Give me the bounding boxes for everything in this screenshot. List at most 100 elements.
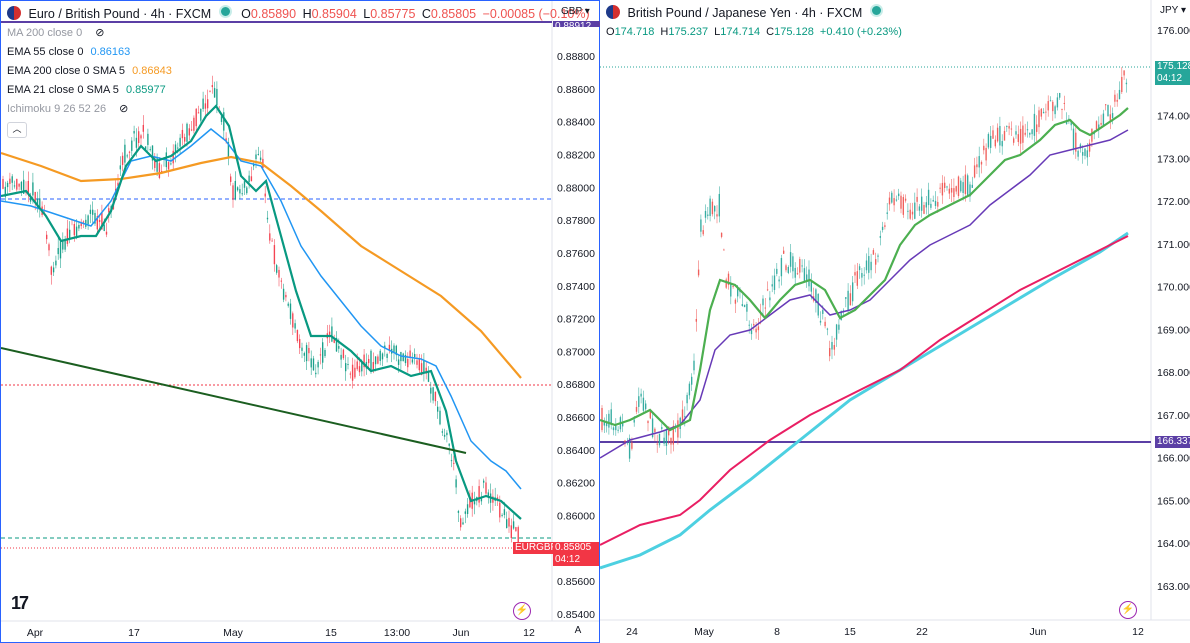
high-value: 0.85904 (311, 7, 357, 21)
price-tick-label: 172.000 (1157, 196, 1190, 208)
auto-scale-button[interactable]: A (574, 625, 582, 636)
candle-body (264, 193, 266, 197)
candle-body (985, 147, 987, 161)
candle-body (278, 269, 280, 278)
candle-body (686, 394, 688, 404)
candle-body (1022, 125, 1024, 143)
candle-body (207, 99, 209, 109)
candle-body (409, 350, 411, 358)
candle-body (893, 198, 895, 206)
lightning-icon[interactable]: ⚡ (513, 602, 531, 620)
price-tick-label: 0.86000 (557, 511, 595, 523)
candle-body (126, 155, 128, 157)
currency-selector[interactable]: GBP ▾ (561, 6, 590, 17)
open-value: 174.718 (614, 26, 655, 38)
candle-body (944, 182, 946, 188)
candle-body (62, 240, 64, 250)
candle-body (764, 307, 766, 309)
indicator-ema55[interactable]: EMA 55 close 0 0.86163 (7, 43, 593, 62)
candle-body (992, 130, 994, 139)
candle-body (94, 212, 96, 224)
candle-body (638, 396, 640, 407)
indicator-ema21[interactable]: EMA 21 close 0 SMA 5 0.85977 (7, 81, 593, 100)
right-chart-canvas[interactable]: 176.000175.000174.000173.000172.000171.0… (600, 0, 1190, 643)
left-chart-pane[interactable]: 0.88800 0.88600 0.88400 0.88200 0.88000 0.878… (0, 0, 601, 643)
high-value: 175.237 (668, 26, 709, 38)
right-chart-pane[interactable]: 176.000175.000174.000173.000172.000171.0… (600, 0, 1190, 643)
candle-body (46, 234, 48, 240)
candle-body (870, 261, 872, 271)
indicator-name: EMA 55 close 0 (7, 46, 84, 58)
candle-body (66, 228, 69, 244)
candle-body (404, 354, 407, 364)
candle-body (340, 354, 342, 360)
candle-body (702, 230, 704, 235)
candle-body (276, 265, 278, 273)
candle-body (753, 323, 755, 326)
price-tick-label: 167.000 (1157, 410, 1190, 422)
candle-body (253, 164, 255, 167)
candle-body (402, 353, 404, 362)
candle-body (80, 223, 82, 227)
candle-body (1114, 94, 1116, 102)
chevron-up-icon[interactable]: ︿ (7, 122, 27, 138)
candle-body (1100, 122, 1102, 125)
candle-body (1056, 97, 1059, 108)
candle-body (743, 304, 746, 308)
candle-body (4, 186, 6, 197)
candle-body (354, 367, 356, 378)
candle-body (661, 427, 663, 429)
price-tick-label: 0.87000 (557, 346, 595, 358)
indicator-ma200[interactable]: MA 200 close 0 ⊘ (7, 24, 593, 43)
time-tick-label: 13:00 (384, 627, 410, 639)
candle-body (200, 108, 202, 121)
candle-body (725, 279, 727, 288)
candle-body (432, 387, 434, 401)
currency-selector[interactable]: JPY ▾ (1160, 5, 1186, 16)
candle-body (718, 193, 720, 217)
indicator-ema200[interactable]: EMA 200 close 0 SMA 5 0.86843 (7, 62, 593, 81)
candle-body (1091, 128, 1093, 142)
candle-body (672, 425, 674, 445)
indicator-ichimoku[interactable]: Ichimoku 9 26 52 26 ⊘ (7, 100, 593, 119)
candle-body (806, 274, 808, 282)
candle-body (496, 497, 499, 500)
candle-body (236, 187, 239, 191)
candle-body (441, 431, 443, 433)
candle-body (709, 198, 711, 216)
candle-body (858, 266, 861, 271)
candle-body (443, 434, 446, 437)
candle-body (746, 303, 748, 312)
candle-body (656, 443, 658, 445)
candle-body (856, 271, 858, 286)
candle-body (59, 241, 62, 259)
right-symbol-title[interactable]: British Pound / Japanese Yen · 4h · FXCM (627, 6, 863, 20)
candle-body (103, 224, 105, 232)
price-tick-label: 0.86600 (557, 412, 595, 424)
candle-body (89, 209, 92, 214)
candle-body (273, 245, 276, 265)
indicator-name: EMA 200 close 0 SMA 5 (7, 65, 126, 77)
time-tick-label: 12 (1132, 626, 1144, 638)
eye-off-icon[interactable]: ⊘ (95, 27, 105, 39)
indicator-value: 0.86163 (90, 46, 131, 58)
candle-body (331, 326, 333, 342)
tradingview-logo-icon[interactable]: 17 (11, 593, 29, 613)
lightning-icon[interactable]: ⚡ (1119, 601, 1137, 619)
candle-body (368, 358, 370, 364)
candle-body (635, 406, 638, 412)
candle-body (149, 149, 151, 151)
candle-body (437, 406, 439, 412)
candle-body (693, 360, 695, 371)
candle-body (1125, 82, 1128, 85)
left-chart-canvas[interactable]: 0.88800 0.88600 0.88400 0.88200 0.88000 0.878… (1, 1, 599, 642)
candle-body (826, 328, 829, 330)
open-label: O (606, 26, 615, 38)
candle-body (663, 437, 665, 444)
candle-body (923, 204, 925, 214)
eye-off-icon[interactable]: ⊘ (119, 103, 129, 115)
candle-body (626, 442, 628, 444)
left-symbol-title[interactable]: Euro / British Pound · 4h · FXCM (28, 7, 212, 21)
candle-body (55, 260, 57, 266)
candle-body (967, 175, 969, 197)
